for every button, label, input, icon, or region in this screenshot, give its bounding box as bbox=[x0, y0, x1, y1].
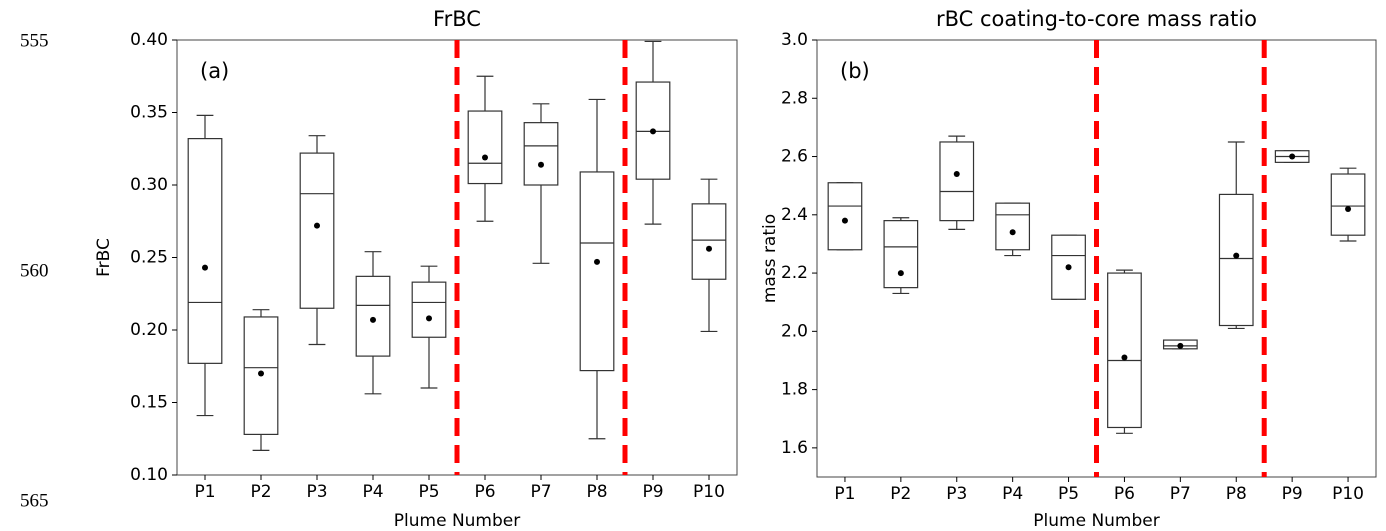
mean-dot bbox=[1009, 229, 1016, 236]
mean-dot bbox=[1177, 342, 1184, 349]
line-number: 565 bbox=[20, 490, 49, 511]
box bbox=[1107, 272, 1142, 429]
mean-dot bbox=[650, 128, 656, 135]
x-tick-label: P10 bbox=[693, 482, 725, 502]
box bbox=[1218, 193, 1254, 327]
box bbox=[691, 203, 727, 280]
mean-dot bbox=[314, 222, 320, 229]
mean-dot bbox=[953, 171, 960, 178]
box bbox=[187, 138, 223, 364]
x-tick-label: P10 bbox=[1332, 484, 1364, 504]
x-tick-label: P4 bbox=[362, 482, 383, 502]
y-tick-label: 1.6 bbox=[781, 438, 808, 458]
box bbox=[1330, 173, 1366, 236]
x-tick-label: P2 bbox=[250, 482, 271, 502]
box bbox=[523, 122, 559, 186]
x-tick-label: P5 bbox=[418, 482, 439, 502]
y-tick-label: 0.10 bbox=[130, 465, 168, 485]
box bbox=[299, 152, 335, 309]
y-axis-title: FrBC bbox=[94, 238, 114, 277]
x-axis-title: Plume Number bbox=[1033, 511, 1159, 531]
mean-dot bbox=[594, 258, 600, 265]
mean-dot bbox=[1233, 252, 1240, 259]
annotation: (b) bbox=[840, 59, 870, 83]
x-tick-label: P4 bbox=[1002, 484, 1023, 504]
mean-dot bbox=[370, 316, 376, 323]
y-tick-label: 0.40 bbox=[130, 30, 168, 50]
x-axis-title: Plume Number bbox=[394, 511, 520, 531]
x-tick-label: P7 bbox=[1170, 484, 1191, 504]
mean-dot bbox=[258, 370, 264, 377]
x-tick-label: P6 bbox=[1114, 484, 1135, 504]
y-axis-title: mass ratio bbox=[760, 214, 780, 303]
mean-dot bbox=[482, 154, 488, 161]
mean-dot bbox=[1121, 354, 1128, 361]
y-tick-label: 2.0 bbox=[781, 321, 808, 341]
mean-dot bbox=[1289, 153, 1296, 160]
x-tick-label: P8 bbox=[1226, 484, 1247, 504]
x-tick-label: P7 bbox=[530, 482, 551, 502]
box bbox=[827, 182, 863, 251]
x-tick-label: P1 bbox=[834, 484, 855, 504]
y-tick-label: 0.15 bbox=[130, 393, 168, 413]
mean-dot bbox=[538, 161, 544, 168]
chart-title: FrBC bbox=[433, 7, 481, 31]
y-tick-label: 0.20 bbox=[130, 320, 168, 340]
chart-title: rBC coating-to-core mass ratio bbox=[936, 7, 1257, 31]
mean-dot bbox=[841, 217, 848, 224]
y-tick-label: 0.35 bbox=[130, 103, 168, 123]
y-tick-label: 2.4 bbox=[781, 205, 808, 225]
box bbox=[939, 141, 975, 222]
box bbox=[883, 220, 919, 289]
box bbox=[467, 110, 503, 185]
y-tick-label: 2.2 bbox=[781, 263, 808, 283]
x-tick-label: P1 bbox=[194, 482, 215, 502]
mean-dot bbox=[1065, 264, 1072, 271]
mean-dot bbox=[706, 245, 712, 252]
line-number: 560 bbox=[20, 260, 49, 281]
x-tick-label: P3 bbox=[306, 482, 327, 502]
box bbox=[579, 171, 615, 372]
box bbox=[355, 275, 391, 357]
x-tick-label: P2 bbox=[890, 484, 911, 504]
x-tick-label: P5 bbox=[1058, 484, 1079, 504]
line-number: 555 bbox=[20, 30, 49, 51]
annotation: (a) bbox=[200, 59, 229, 83]
mean-dot bbox=[426, 315, 432, 322]
x-tick-label: P9 bbox=[642, 482, 663, 502]
y-tick-label: 2.6 bbox=[781, 147, 808, 167]
x-tick-label: P3 bbox=[946, 484, 967, 504]
x-tick-label: P8 bbox=[586, 482, 607, 502]
box bbox=[995, 202, 1031, 251]
mean-dot bbox=[202, 264, 208, 271]
y-tick-label: 1.8 bbox=[781, 380, 808, 400]
y-tick-label: 0.30 bbox=[130, 175, 168, 195]
y-tick-label: 3.0 bbox=[781, 30, 808, 50]
y-tick-label: 0.25 bbox=[130, 248, 168, 268]
x-tick-label: P6 bbox=[474, 482, 495, 502]
x-tick-label: P9 bbox=[1282, 484, 1303, 504]
mean-dot bbox=[1345, 205, 1352, 212]
mean-dot bbox=[897, 270, 904, 277]
y-tick-label: 2.8 bbox=[781, 88, 808, 108]
box bbox=[411, 281, 447, 338]
